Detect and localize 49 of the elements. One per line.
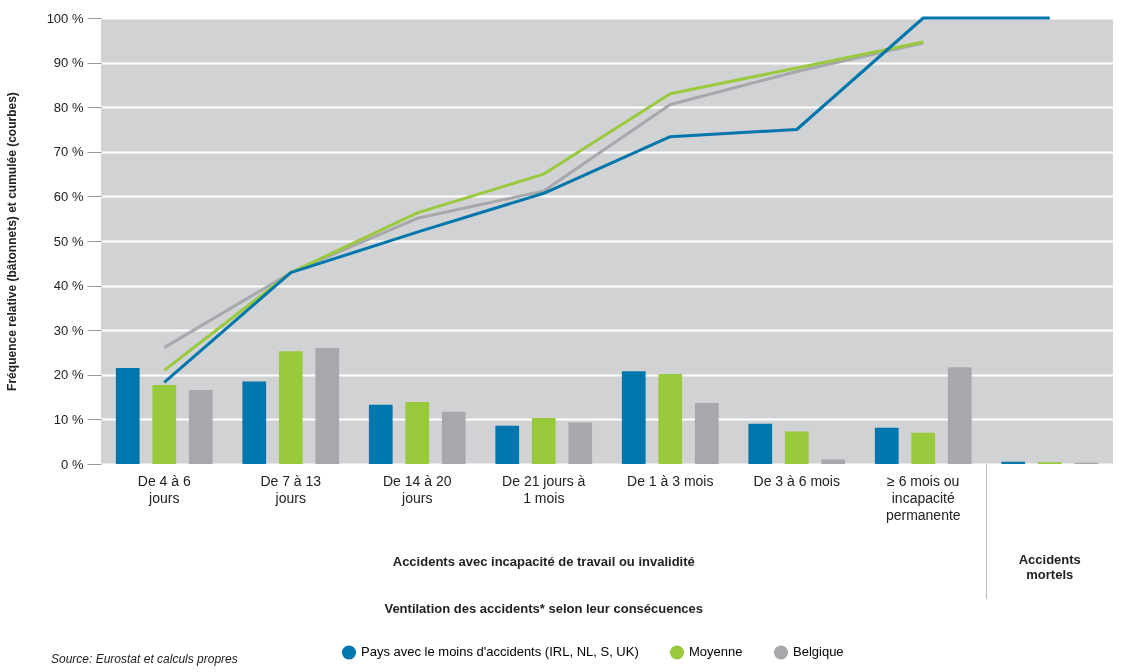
bar	[278, 351, 303, 464]
x-tick-label: De 1 à 3 mois	[627, 472, 714, 489]
bar	[495, 425, 520, 464]
y-tick-label: 10 %	[53, 411, 84, 427]
text: Ventilation des accidents* selon leur consécuences	[384, 601, 704, 616]
bar	[242, 381, 267, 464]
y-tick-label: 80 %	[53, 99, 84, 115]
bar	[152, 385, 177, 464]
bar	[947, 367, 972, 464]
y-tick-label: 100 %	[46, 10, 84, 26]
bar	[315, 348, 340, 464]
bar	[748, 423, 773, 464]
bar	[821, 459, 846, 464]
legend-label: Pays avec le moins d'accidents (IRL, NL, S, UK)	[361, 644, 639, 660]
y-tick-label: 70 %	[53, 144, 84, 160]
bar	[874, 427, 899, 464]
bar	[368, 404, 393, 464]
bar	[568, 422, 593, 464]
x-tick-label: De 3 à 6 mois	[753, 472, 840, 489]
bar	[531, 418, 556, 464]
y-tick-label: 20 %	[53, 367, 84, 383]
y-tick-label: 90 %	[53, 55, 84, 71]
bar	[621, 371, 646, 464]
bar	[911, 432, 936, 464]
bar	[115, 368, 140, 464]
legend-label: Belgique	[793, 644, 844, 660]
x-tick-label: De 21 jours à 1 mois	[502, 472, 586, 506]
y-tick-label: 0 %	[61, 456, 84, 472]
bar	[188, 389, 213, 464]
text: Accidents avec incapacité de travail ou invalidité	[392, 554, 695, 569]
bar	[694, 402, 719, 464]
legend-label: Moyenne	[689, 644, 743, 660]
x-tick-label: De 7 à 13 jours	[260, 472, 322, 506]
text: Accidents mortels	[1018, 552, 1081, 582]
bar	[784, 431, 809, 464]
x-tick-label: De 14 à 20 jours	[383, 472, 452, 506]
y-tick-label: 30 %	[53, 322, 84, 338]
source-note: Source: Eurostat et calculs propres	[51, 652, 238, 666]
y-tick-label: 40 %	[53, 278, 84, 294]
bar	[441, 411, 466, 464]
y-tick-label: 60 %	[53, 188, 84, 204]
x-tick-label: De 4 à 6 jours	[137, 472, 191, 506]
y-tick-label: 50 %	[53, 233, 84, 249]
y-axis-title: Fréquence relative (bâtonnets) et cumulée (courbes)	[4, 92, 19, 391]
bar	[405, 402, 430, 464]
line-series	[162, 16, 1052, 384]
bar	[658, 373, 683, 464]
bar	[1001, 461, 1026, 464]
x-tick-label: ≥ 6 mois ou incapacité permanente	[885, 472, 961, 523]
